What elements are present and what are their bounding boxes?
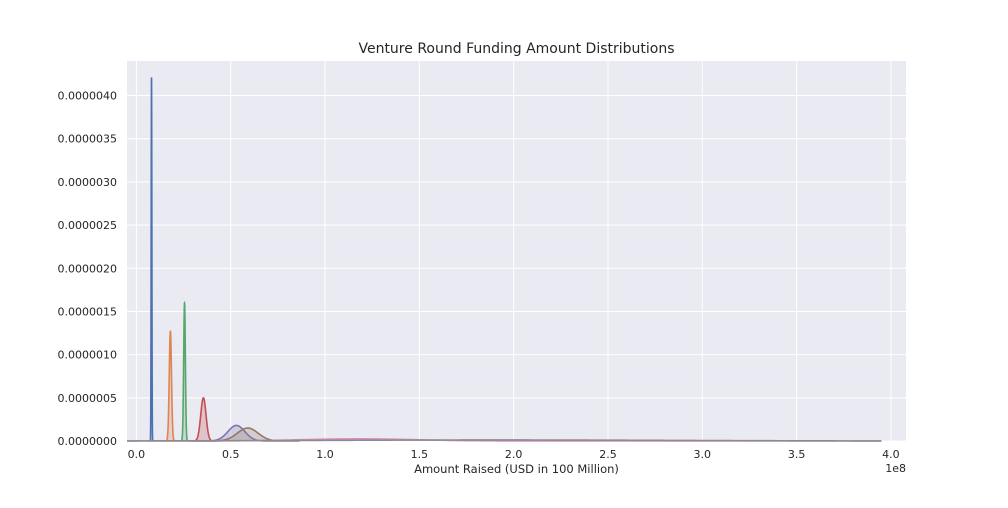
- x-tick-label: 3.0: [694, 448, 712, 461]
- y-tick-labels: 0.0000000 0.0000005 0.0000010 0.0000015 0.00…: [58, 90, 118, 448]
- y-tick-label: 0.0000020: [58, 262, 118, 275]
- y-tick-label: 0.0000025: [58, 219, 118, 232]
- y-tick-label: 0.0000000: [58, 435, 118, 448]
- density-line-7: [127, 439, 882, 442]
- x-tick-labels: 0.0 0.5 1.0 1.5 2.0 2.5 3.0 3.5 4.0: [128, 448, 900, 461]
- y-tick-label: 0.0000010: [58, 349, 118, 362]
- y-tick-label: 0.0000040: [58, 90, 118, 103]
- y-tick-label: 0.0000030: [58, 176, 118, 189]
- density-series: [127, 77, 882, 442]
- x-tick-label: 0.0: [128, 448, 146, 461]
- x-tick-label: 1.5: [411, 448, 429, 461]
- x-axis-label: Amount Raised (USD in 100 Million): [414, 462, 619, 476]
- x-tick-label: 4.0: [882, 448, 900, 461]
- y-tick-label: 0.0000005: [58, 392, 118, 405]
- x-tick-label: 2.5: [599, 448, 617, 461]
- x-tick-label: 0.5: [222, 448, 240, 461]
- density-area-5: [195, 428, 300, 441]
- density-line-0: [149, 77, 154, 442]
- x-tick-label: 1.0: [316, 448, 334, 461]
- chart-title: Venture Round Funding Amount Distributio…: [358, 41, 674, 57]
- density-area-3: [190, 397, 217, 441]
- x-tick-label: 2.0: [505, 448, 523, 461]
- x-tick-label: 3.5: [788, 448, 806, 461]
- x-axis-offset-label: 1e8: [885, 462, 906, 475]
- grid-lines: [127, 61, 906, 442]
- density-area-2: [180, 302, 189, 441]
- density-area-1: [164, 331, 177, 441]
- y-tick-label: 0.0000015: [58, 305, 118, 318]
- y-tick-label: 0.0000035: [58, 133, 118, 146]
- plot-background: [127, 61, 906, 441]
